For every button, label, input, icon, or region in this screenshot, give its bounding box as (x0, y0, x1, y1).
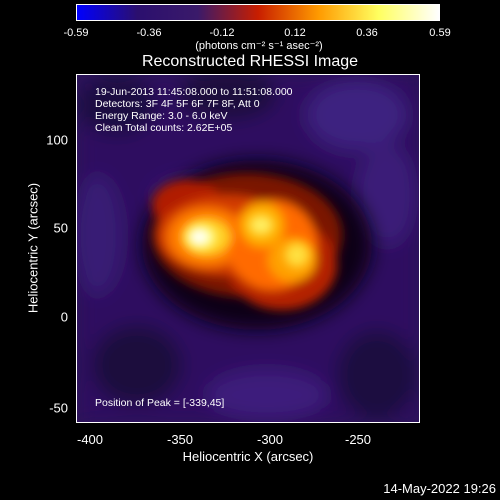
source-peak (186, 215, 309, 267)
y-tick-label: 0 (60, 309, 68, 325)
colorbar (76, 4, 440, 21)
background-noise (77, 75, 419, 422)
heatmap (77, 75, 419, 422)
x-axis-label: Heliocentric X (arcsec) (182, 449, 314, 464)
time-range-label: 19-Jun-2013 11:45:08.000 to 11:51:08.000 (95, 86, 293, 98)
x-tick-label: -250 (344, 432, 372, 447)
image-title: Reconstructed RHESSI Image (141, 53, 359, 70)
algorithm-label: Clean Total counts: 2.62E+05 (95, 122, 233, 134)
x-tick-label: -300 (256, 432, 284, 447)
y-axis-label: Heliocentric Y (arcsec) (25, 182, 41, 314)
detectors-label: Detectors: 3F 4F 5F 6F 7F 8F, Att 0 (95, 98, 260, 110)
energy-range-label: Energy Range: 3.0 - 6.0 keV (95, 110, 228, 122)
colorbar-tick: 0.59 (429, 27, 451, 39)
y-tick-label: 100 (46, 132, 68, 148)
colorbar-tick: -0.59 (63, 27, 89, 39)
colorbar-tick: 0.36 (356, 27, 378, 39)
timestamp: 14-May-2022 19:26 (383, 481, 496, 496)
colorbar-tick: 0.12 (284, 27, 306, 39)
y-tick-label: 50 (53, 220, 68, 236)
x-tick-label: -350 (166, 432, 194, 447)
peak-position-label: Position of Peak = [-339,45] (95, 397, 225, 409)
colorbar-units: (photons cm⁻² s⁻¹ asec⁻²) (195, 40, 323, 52)
x-tick-label: -400 (76, 432, 104, 447)
colorbar-tick: -0.36 (136, 27, 162, 39)
y-tick-label: -50 (49, 400, 68, 416)
colorbar-tick: -0.12 (209, 27, 235, 39)
image-plot (76, 74, 420, 423)
